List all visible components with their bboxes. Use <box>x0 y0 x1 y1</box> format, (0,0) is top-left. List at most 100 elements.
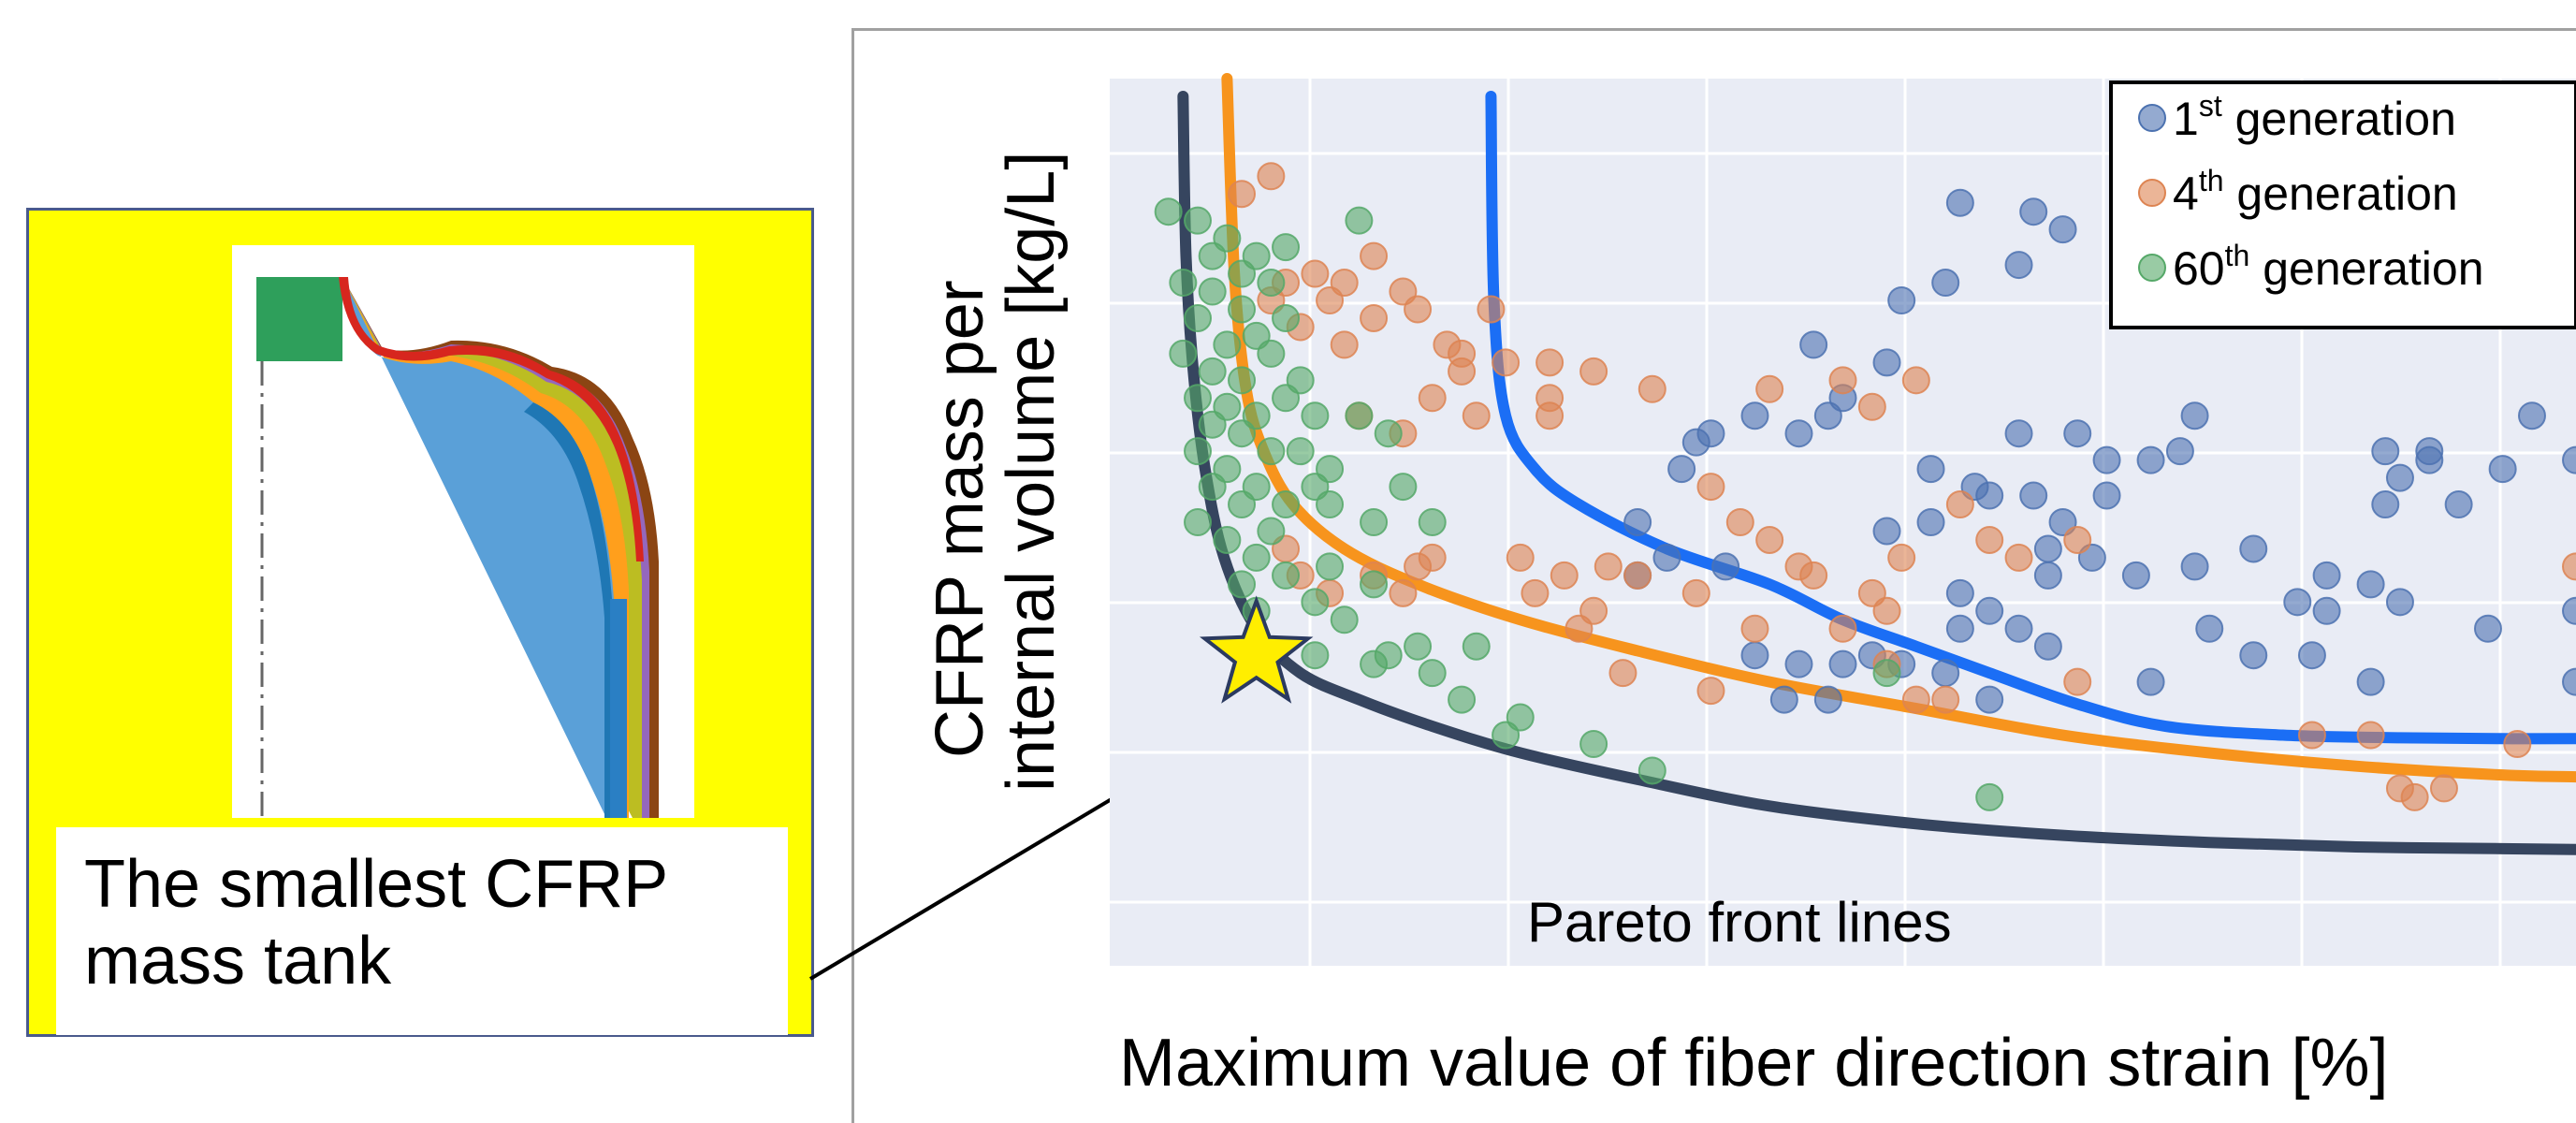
point-series1-19 <box>1637 374 1666 403</box>
point-series2-61 <box>1975 782 2004 811</box>
point-series2-24 <box>1272 384 1301 413</box>
point-series0-8 <box>1799 330 1828 359</box>
point-series1-31 <box>1725 508 1754 536</box>
point-series2-25 <box>1198 410 1227 439</box>
point-series0-14 <box>1740 401 1769 430</box>
tank-boss <box>256 277 342 361</box>
point-series2-17 <box>1198 357 1227 386</box>
point-series1-59 <box>2297 721 2326 750</box>
point-series1-8 <box>1360 303 1389 332</box>
point-series2-12 <box>1272 303 1301 332</box>
point-series2-30 <box>1286 437 1315 466</box>
point-series1-64 <box>2429 774 2458 803</box>
point-series0-26 <box>2019 481 2048 510</box>
point-series1-66 <box>1448 339 1477 368</box>
point-series0-41 <box>2312 561 2341 590</box>
point-series2-37 <box>1345 401 1374 430</box>
point-series2-64 <box>1360 649 1389 678</box>
point-series0-20 <box>2092 445 2121 474</box>
point-series0-56 <box>1740 641 1769 670</box>
point-series2-63 <box>1345 206 1374 235</box>
point-series0-13 <box>1696 419 1725 448</box>
point-series2-38 <box>1374 419 1403 448</box>
point-series1-32 <box>1755 525 1784 554</box>
point-series2-26 <box>1228 419 1257 448</box>
point-series1-38 <box>2063 525 2092 554</box>
point-series0-45 <box>2371 437 2400 466</box>
point-series1-71 <box>1608 659 1637 688</box>
point-series0-46 <box>2415 445 2444 474</box>
point-series0-63 <box>1769 685 1798 714</box>
point-series2-34 <box>1198 473 1227 502</box>
point-series2-11 <box>1184 303 1213 332</box>
point-series0-70 <box>1975 596 2004 625</box>
point-series2-23 <box>1301 401 1330 430</box>
point-series0-30 <box>2033 534 2062 563</box>
point-series0-6 <box>1931 269 1960 298</box>
point-series0-37 <box>2195 614 2224 643</box>
point-series0-23 <box>1916 455 1945 484</box>
point-series0-49 <box>2488 455 2517 484</box>
point-series1-48 <box>1550 561 1579 590</box>
point-series1-67 <box>1389 578 1418 607</box>
point-series2-43 <box>1184 508 1213 536</box>
point-series1-56 <box>1901 685 1930 714</box>
point-series0-64 <box>1784 649 1813 678</box>
point-series1-72 <box>1696 677 1725 706</box>
point-series0-61 <box>1975 685 2004 714</box>
point-series0-21 <box>2136 445 2165 474</box>
point-series2-27 <box>1184 437 1213 466</box>
point-series2-15 <box>1257 339 1286 368</box>
point-series0-39 <box>2121 561 2150 590</box>
tank-liner-blue <box>524 402 612 818</box>
point-series1-1 <box>1228 180 1257 209</box>
point-series1-54 <box>1828 614 1857 643</box>
point-series1-29 <box>1901 366 1930 395</box>
chart-panel <box>851 28 2576 1123</box>
point-series0-1 <box>1945 188 1974 217</box>
point-series0-72 <box>2136 667 2165 696</box>
point-series0-29 <box>1872 517 1901 546</box>
point-series0-65 <box>2239 641 2268 670</box>
point-series2-36 <box>1228 490 1257 519</box>
legend-label-1: 4th generation <box>2173 164 2458 220</box>
point-series1-0 <box>1257 162 1286 191</box>
point-series0-25 <box>1975 481 2004 510</box>
point-series0-53 <box>1652 543 1681 572</box>
point-series0-36 <box>2033 632 2062 661</box>
point-series1-65 <box>2503 730 2532 758</box>
point-series0-71 <box>2092 481 2121 510</box>
point-series1-41 <box>1872 596 1901 625</box>
point-series2-44 <box>1213 525 1242 554</box>
point-series2-65 <box>1492 721 1521 750</box>
point-series2-35 <box>1272 490 1301 519</box>
point-series1-2 <box>1360 241 1389 270</box>
point-series0-74 <box>2473 614 2502 643</box>
point-series1-60 <box>2356 721 2385 750</box>
point-series1-23 <box>1418 384 1447 413</box>
point-series0-60 <box>1931 659 1960 688</box>
point-series1-11 <box>1330 330 1359 359</box>
legend-marker-1 <box>2138 179 2166 207</box>
point-series2-56 <box>1462 632 1491 661</box>
pareto-front-1 <box>1485 90 2576 745</box>
point-series1-52 <box>1565 614 1594 643</box>
point-series2-55 <box>1418 659 1447 688</box>
point-series2-39 <box>1316 490 1345 519</box>
point-series2-10 <box>1228 295 1257 324</box>
point-series1-36 <box>1975 525 2004 554</box>
point-series0-44 <box>2385 463 2414 492</box>
point-series1-28 <box>1857 392 1886 421</box>
legend-label-2: 60th generation <box>2173 239 2484 295</box>
inset-caption-line2: mass tank <box>84 924 392 999</box>
point-series0-32 <box>2033 561 2062 590</box>
point-series1-51 <box>1681 578 1710 607</box>
point-series1-26 <box>1755 374 1784 403</box>
point-series1-13 <box>1477 295 1506 324</box>
point-series0-15 <box>1784 419 1813 448</box>
point-series0-66 <box>2297 641 2326 670</box>
point-series1-69 <box>1594 552 1623 581</box>
pareto-annotation: Pareto front lines <box>1527 891 1952 954</box>
point-series1-39 <box>1887 543 1916 572</box>
point-series0-47 <box>2371 490 2400 519</box>
